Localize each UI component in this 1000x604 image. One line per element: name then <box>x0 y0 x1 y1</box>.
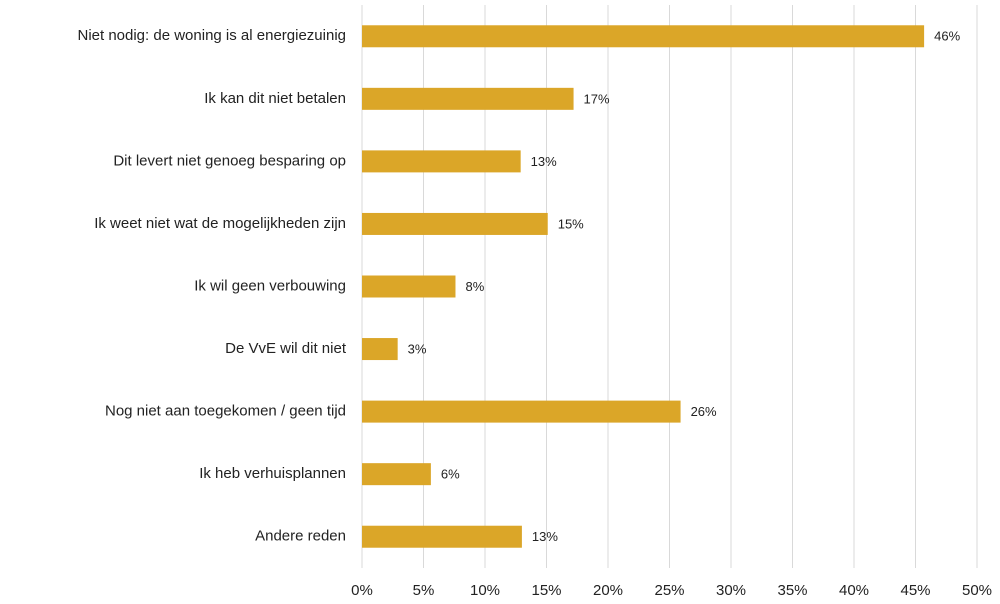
x-tick-label: 20% <box>593 582 623 599</box>
x-tick-label: 10% <box>470 582 500 599</box>
category-label: Niet nodig: de woning is al energiezuini… <box>77 27 346 44</box>
bar <box>362 525 522 548</box>
bar <box>362 212 548 235</box>
x-tick-label: 15% <box>531 582 561 599</box>
x-tick-label: 40% <box>839 582 869 599</box>
category-label: Nog niet aan toegekomen / geen tijd <box>105 403 346 420</box>
category-label: Ik weet niet wat de mogelijkheden zijn <box>94 215 346 232</box>
x-tick-label: 45% <box>900 582 930 599</box>
category-label: Andere reden <box>255 528 346 545</box>
category-label: Ik heb verhuisplannen <box>199 465 346 482</box>
x-tick-label: 30% <box>716 582 746 599</box>
value-label: 15% <box>558 216 584 231</box>
value-label: 17% <box>584 91 610 106</box>
category-label: Ik wil geen verbouwing <box>194 277 346 294</box>
x-tick-label: 35% <box>777 582 807 599</box>
bar <box>362 463 431 486</box>
x-tick-label: 0% <box>351 582 373 599</box>
value-label: 46% <box>934 29 960 44</box>
category-label: Dit levert niet genoeg besparing op <box>113 152 346 169</box>
x-tick-label: 50% <box>962 582 992 599</box>
value-label: 13% <box>532 529 558 544</box>
value-label: 13% <box>531 154 557 169</box>
bar <box>362 87 574 110</box>
value-label: 6% <box>441 467 460 482</box>
value-label: 26% <box>691 404 717 419</box>
bar <box>362 275 456 298</box>
x-tick-label: 25% <box>654 582 684 599</box>
value-label: 3% <box>408 341 427 356</box>
x-tick-label: 5% <box>413 582 435 599</box>
bar <box>362 338 398 361</box>
category-label: De VvE wil dit niet <box>225 340 347 357</box>
bar <box>362 150 521 173</box>
value-label: 8% <box>465 279 484 294</box>
bar <box>362 25 925 48</box>
bar <box>362 400 681 423</box>
category-label: Ik kan dit niet betalen <box>204 90 346 107</box>
